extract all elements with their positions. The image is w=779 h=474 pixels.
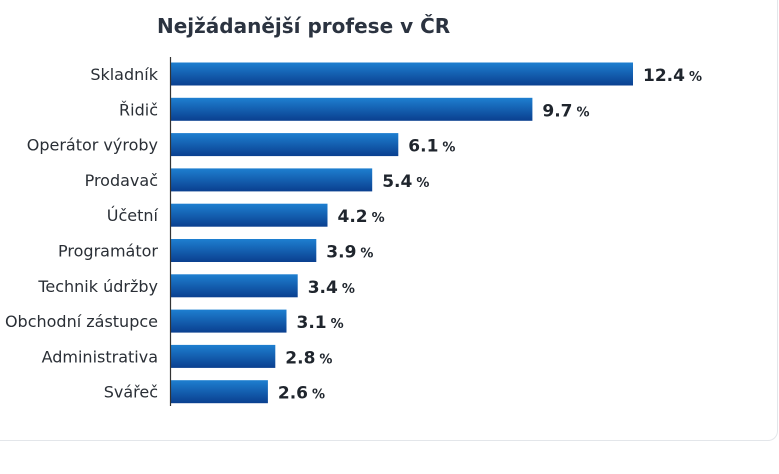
chart-frame bbox=[0, 0, 778, 441]
category-label: Prodavač bbox=[85, 171, 158, 190]
value-label: 2.8% bbox=[285, 348, 332, 368]
value-label: 6.1% bbox=[408, 137, 455, 157]
category-label: Účetní bbox=[107, 206, 159, 225]
value-label: 4.2% bbox=[338, 207, 385, 227]
bar-7 bbox=[171, 309, 287, 333]
value-label: 9.7% bbox=[542, 101, 589, 121]
value-label: 12.4% bbox=[643, 66, 702, 86]
category-label: Svářeč bbox=[104, 383, 158, 402]
bar-3 bbox=[171, 168, 373, 192]
value-label: 3.4% bbox=[308, 278, 355, 298]
bars-group: Skladník 12.4 % Řidič 9.7 % Operátor výroby 6.1… bbox=[5, 62, 702, 404]
value-label: 3.9% bbox=[326, 243, 373, 263]
bar-0 bbox=[171, 62, 633, 86]
bar-6 bbox=[171, 274, 298, 298]
bar-2 bbox=[171, 133, 399, 157]
category-label: Technik údržby bbox=[37, 277, 158, 296]
category-label: Řidič bbox=[119, 100, 158, 119]
bar-1 bbox=[171, 97, 533, 121]
value-label: 5.4% bbox=[382, 172, 429, 192]
bar-4 bbox=[171, 203, 328, 227]
bar-5 bbox=[171, 239, 317, 262]
category-label: Skladník bbox=[90, 65, 158, 84]
category-label: Operátor výroby bbox=[27, 136, 158, 155]
value-label: 2.6% bbox=[278, 384, 325, 404]
bar-8 bbox=[171, 344, 276, 368]
category-label: Administrativa bbox=[42, 347, 158, 366]
chart-title: Nejžádanější profese v ČR bbox=[157, 14, 451, 38]
bar-9 bbox=[171, 380, 268, 404]
value-label: 3.1% bbox=[297, 313, 344, 333]
category-label: Programátor bbox=[58, 242, 158, 261]
category-label: Obchodní zástupce bbox=[5, 312, 158, 331]
